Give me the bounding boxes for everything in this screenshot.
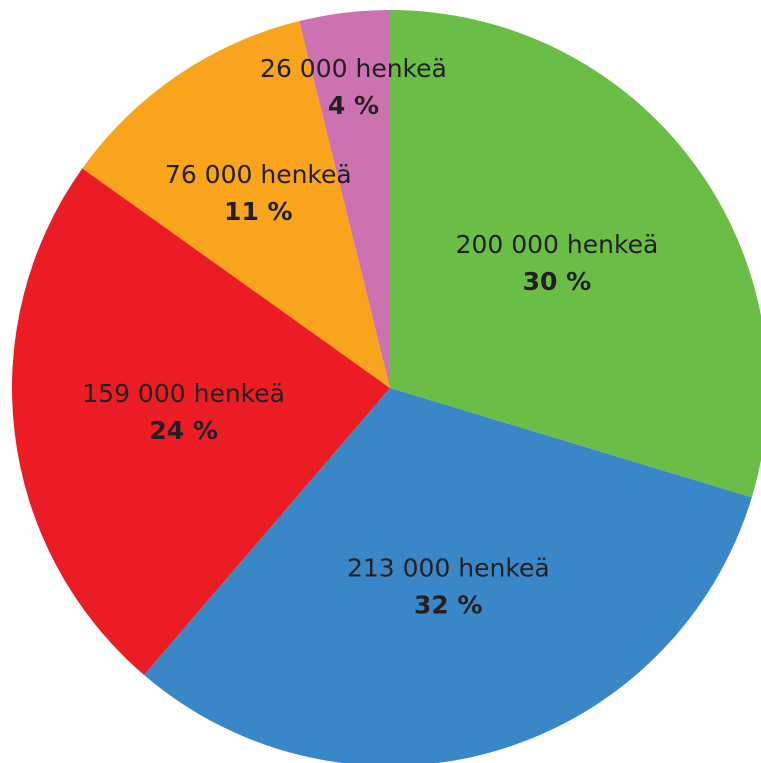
slice-value-label: 159 000 henkeä xyxy=(82,379,285,408)
pie-slice xyxy=(144,388,752,763)
slice-percent-label: 11 % xyxy=(224,197,293,226)
slice-value-label: 26 000 henkeä xyxy=(260,54,447,83)
slice-percent-label: 30 % xyxy=(523,267,592,296)
pie-slice xyxy=(11,168,391,676)
pie-slice xyxy=(390,10,761,498)
slice-value-label: 200 000 henkeä xyxy=(456,230,659,259)
slice-percent-label: 24 % xyxy=(149,416,218,445)
slice-percent-label: 4 % xyxy=(328,91,379,120)
slice-value-label: 213 000 henkeä xyxy=(347,554,550,583)
slice-value-label: 76 000 henkeä xyxy=(165,160,352,189)
pie-slice xyxy=(82,21,390,389)
slice-percent-label: 32 % xyxy=(414,591,483,620)
pie-slice xyxy=(299,10,390,388)
